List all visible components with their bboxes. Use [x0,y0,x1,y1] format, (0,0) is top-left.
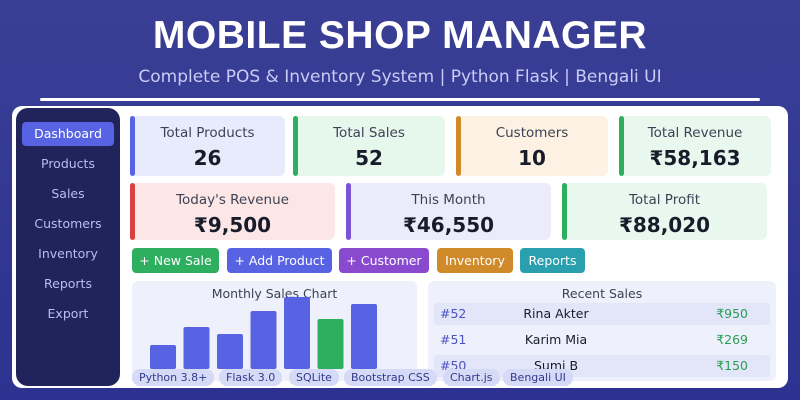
sidebar-item-products[interactable]: Products [41,156,95,171]
stat-accent-bar [130,183,135,240]
stat-value: ₹46,550 [402,213,495,237]
stat-value: 26 [193,146,222,170]
monthly-sales-chart-card: Monthly Sales Chart [132,281,417,381]
sidebar-item-customers[interactable]: Customers [34,216,102,231]
stat-value: 52 [355,146,383,170]
monthly-sales-chart [150,297,377,369]
chart-bar-1 [150,345,176,369]
stat-label: Today's Revenue [176,192,289,208]
stat-label: Total Sales [333,125,405,141]
stat-card-total-profit: Total Profit ₹88,020 [562,183,767,240]
sale-amount: ₹150 [716,358,748,373]
chart-bar-3 [217,334,243,369]
sidebar-item-inventory[interactable]: Inventory [38,246,98,261]
chart-bar-6 [317,319,344,369]
tech-tag-bengali-ui: Bengali UI [503,369,573,386]
inventory-button[interactable]: Inventory [437,248,513,273]
recent-sales-card: Recent Sales #52 Rina Akter ₹950 #51 Kar… [428,281,776,381]
stat-card-todays-revenue: Today's Revenue ₹9,500 [130,183,335,240]
stat-card-total-sales: Total Sales 52 [293,116,445,176]
stat-label: Customers [495,125,569,141]
tech-tag-bootstrap: Bootstrap CSS [344,369,437,386]
sidebar-item-sales[interactable]: Sales [51,186,85,201]
reports-button[interactable]: Reports [520,248,585,273]
stat-accent-bar [562,183,567,240]
stat-card-total-revenue: Total Revenue ₹58,163 [619,116,771,176]
sale-amount: ₹950 [716,306,748,321]
stat-label: This Month [411,192,486,208]
sale-id: #51 [440,332,467,347]
chart-bar-4 [250,311,277,369]
page-title: MOBILE SHOP MANAGER [152,14,648,57]
stat-accent-bar [456,116,461,176]
table-row[interactable]: #51 Karim Mia ₹269 [434,329,770,351]
sidebar: Dashboard Products Sales Customers Inven… [16,108,120,386]
sale-customer-name: Rina Akter [523,306,589,321]
stat-card-this-month: This Month ₹46,550 [346,183,551,240]
tech-tag-flask: Flask 3.0 [219,369,283,386]
add-product-button[interactable]: + Add Product [227,248,332,273]
table-row[interactable]: #52 Rina Akter ₹950 [434,303,770,325]
stat-label: Total Revenue [647,125,743,141]
sale-customer-name: Karim Mia [524,332,588,347]
stat-label: Total Profit [628,192,701,208]
stat-card-customers: Customers 10 [456,116,608,176]
stat-value: ₹9,500 [193,213,272,237]
sidebar-item-dashboard[interactable]: Dashboard [22,122,114,146]
chart-bar-2 [183,327,210,369]
stat-value: ₹88,020 [618,213,711,237]
tech-tag-python: Python 3.8+ [132,369,215,386]
sidebar-item-reports[interactable]: Reports [44,276,92,291]
stat-accent-bar [346,183,351,240]
stat-value: ₹58,163 [649,146,741,170]
page-subtitle: Complete POS & Inventory System | Python… [138,67,662,87]
chart-bar-5 [284,297,310,369]
stat-accent-bar [619,116,624,176]
stat-accent-bar [293,116,298,176]
sidebar-item-export[interactable]: Export [47,306,89,321]
stat-value: 10 [518,146,546,170]
stat-card-total-products: Total Products 26 [130,116,285,176]
stat-label: Total Products [160,125,255,141]
header-divider [40,98,760,101]
new-sale-button[interactable]: + New Sale [132,248,219,273]
add-customer-button[interactable]: + Customer [339,248,429,273]
sale-id: #52 [440,306,467,321]
chart-bar-7 [351,304,377,369]
recent-sales-title: Recent Sales [561,286,643,301]
tech-tag-chartjs: Chart.js [443,369,500,386]
sale-amount: ₹269 [716,332,748,347]
tech-tag-sqlite: SQLite [289,369,339,386]
stat-accent-bar [130,116,135,176]
